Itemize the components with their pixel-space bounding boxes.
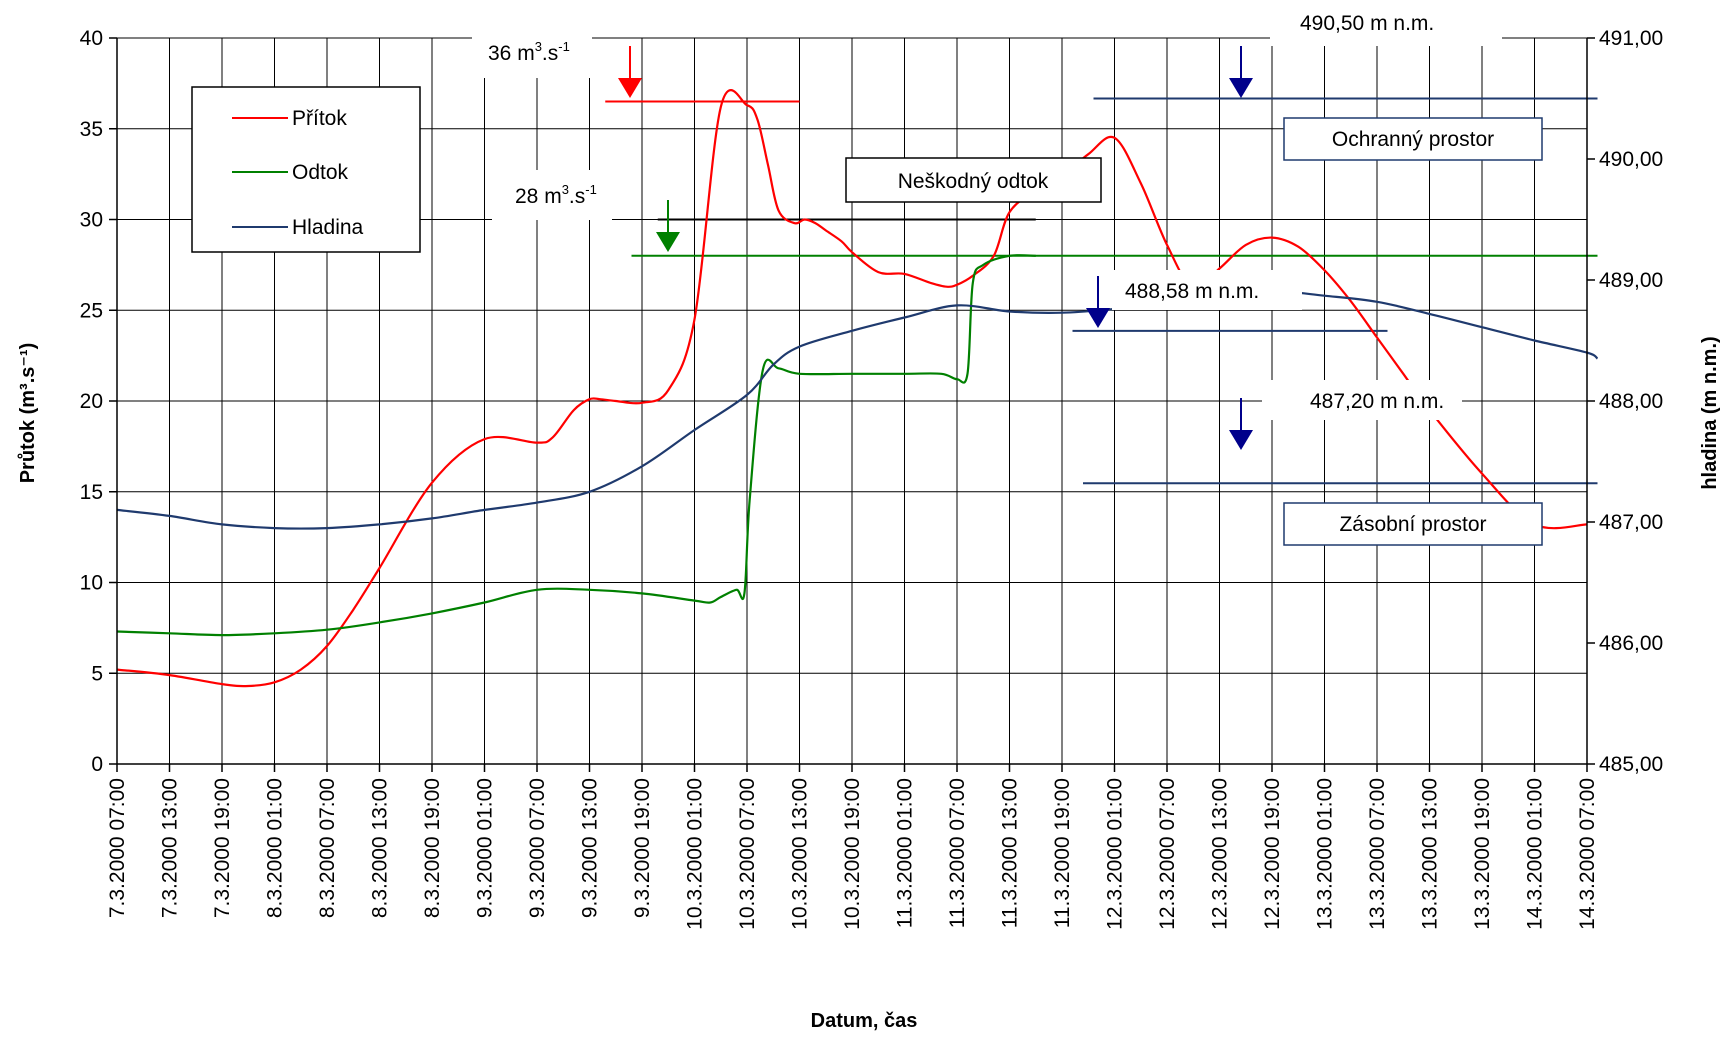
q28-label-bg [492, 170, 612, 220]
y-right-tick-label: 489,00 [1599, 269, 1663, 292]
reference-lines [605, 97, 1598, 485]
y-right-tick-label: 488,00 [1599, 390, 1663, 413]
arrows [618, 46, 1253, 450]
y-left-tick-label: 20 [80, 390, 103, 413]
ochranny-label: Ochranný prostor [1332, 128, 1494, 151]
x-tick-label: 13.3.2000 07:00 [1366, 778, 1389, 930]
arrow-q36-icon [618, 46, 642, 98]
series-group [116, 89, 1599, 688]
h49050-label-bg [1270, 6, 1502, 46]
x-tick-label: 10.3.2000 01:00 [684, 778, 707, 930]
x-tick-label: 7.3.2000 13:00 [159, 778, 182, 918]
y-left-tick-label: 35 [80, 118, 103, 141]
x-tick-label: 11.3.2000 13:00 [999, 778, 1022, 928]
y-left-tick-label: 10 [80, 572, 103, 595]
y-left-tick-label: 5 [91, 662, 103, 685]
x-tick-label: 9.3.2000 19:00 [631, 778, 654, 918]
legend-label-odtok: Odtok [292, 161, 349, 184]
neskodny-box [845, 157, 1102, 203]
q28-label-base: 28 m [515, 185, 562, 208]
q36-label-sup2: -1 [558, 39, 570, 54]
x-tick-label: 14.3.2000 07:00 [1576, 778, 1599, 930]
h48858-label: 488,58 m n.m. [1125, 280, 1259, 303]
arrow-h49050-icon [1229, 46, 1253, 98]
x-tick-label: 14.3.2000 01:00 [1524, 778, 1547, 930]
zasobni-label: Zásobní prostor [1339, 513, 1486, 536]
y-left-tick-label: 30 [80, 209, 103, 232]
y-right-tick-label: 487,00 [1599, 511, 1663, 534]
x-tick-label: 8.3.2000 19:00 [421, 778, 444, 918]
x-tick-label: 9.3.2000 07:00 [526, 778, 549, 918]
legend: Přítok Odtok Hladina [191, 86, 421, 253]
y-right-tick-label: 491,00 [1599, 27, 1663, 50]
x-tick-label: 7.3.2000 19:00 [211, 778, 234, 918]
q28-label: 28 m3.s-1 [515, 182, 597, 208]
axes [109, 37, 1595, 772]
y-left-tick-label: 40 [80, 27, 103, 50]
arrow-h48858-icon [1086, 276, 1110, 328]
x-tick-label: 10.3.2000 07:00 [736, 778, 759, 930]
legend-label-hladina: Hladina [292, 216, 364, 239]
ochranny-box [1283, 117, 1543, 161]
q28-label-mid: .s [569, 185, 585, 208]
x-tick-label: 12.3.2000 13:00 [1209, 778, 1232, 930]
y-left-tick-label: 15 [80, 481, 103, 504]
x-tick-label: 12.3.2000 19:00 [1261, 778, 1284, 930]
q36-label-bg [472, 30, 592, 78]
x-tick-label: 10.3.2000 13:00 [789, 778, 812, 930]
q36-label: 36 m3.s-1 [488, 39, 570, 65]
h48720-label: 487,20 m n.m. [1310, 390, 1444, 413]
x-tick-label: 11.3.2000 19:00 [1051, 778, 1074, 928]
x-tick-label: 12.3.2000 01:00 [1104, 778, 1127, 930]
x-tick-label: 8.3.2000 13:00 [369, 778, 392, 918]
h48858-label-bg [1112, 270, 1302, 310]
y-left-tick-label: 25 [80, 299, 103, 322]
x-tick-label: 9.3.2000 13:00 [579, 778, 602, 918]
y-right-tick-label: 485,00 [1599, 753, 1663, 776]
y-right-tick-label: 486,00 [1599, 632, 1663, 655]
x-tick-label: 8.3.2000 01:00 [264, 778, 287, 918]
h48720-label-bg [1262, 380, 1462, 420]
legend-box [191, 86, 421, 253]
y-axis-left-title: Průtok (m³.s⁻¹) [17, 343, 39, 484]
y-axis-right-title: hladina (m n.m.) [1699, 336, 1721, 489]
x-tick-label: 9.3.2000 01:00 [474, 778, 497, 918]
series-line-Hladina [116, 289, 1599, 530]
x-tick-label: 8.3.2000 07:00 [316, 778, 339, 918]
q36-label-base: 36 m [488, 42, 535, 65]
x-tick-label: 7.3.2000 07:00 [106, 778, 129, 918]
arrow-q28-icon [656, 200, 680, 252]
y-left-tick-label: 0 [91, 753, 103, 776]
x-tick-label: 12.3.2000 07:00 [1156, 778, 1179, 930]
series-line-Přítok [116, 89, 1588, 688]
x-tick-label: 11.3.2000 07:00 [946, 778, 969, 928]
arrow-h48720-icon [1229, 398, 1253, 450]
x-tick-label: 13.3.2000 13:00 [1419, 778, 1442, 930]
annotations: 36 m3.s-1 28 m3.s-1 490,50 m n.m. 488,58… [472, 6, 1543, 546]
q28-label-sup2: -1 [585, 182, 597, 197]
q28-label-sup1: 3 [562, 182, 569, 197]
series-line-Odtok [116, 254, 1036, 637]
legend-label-pritok: Přítok [292, 107, 347, 130]
x-tick-label: 11.3.2000 01:00 [894, 778, 917, 928]
x-tick-label: 13.3.2000 19:00 [1471, 778, 1494, 930]
x-tick-label: 10.3.2000 19:00 [841, 778, 864, 930]
tick-labels: 0 5 10 15 20 25 30 35 40 485,00 486,00 487,00 488,00… [80, 27, 1664, 930]
x-tick-label: 13.3.2000 01:00 [1314, 778, 1337, 930]
x-axis-title: Datum, čas [811, 1010, 918, 1032]
h49050-label: 490,50 m n.m. [1300, 12, 1434, 35]
neskodny-label: Neškodný odtok [898, 170, 1049, 193]
y-right-tick-label: 490,00 [1599, 148, 1663, 171]
zasobni-box [1283, 502, 1543, 546]
q36-label-mid: .s [542, 42, 558, 65]
q36-label-sup1: 3 [535, 39, 542, 54]
